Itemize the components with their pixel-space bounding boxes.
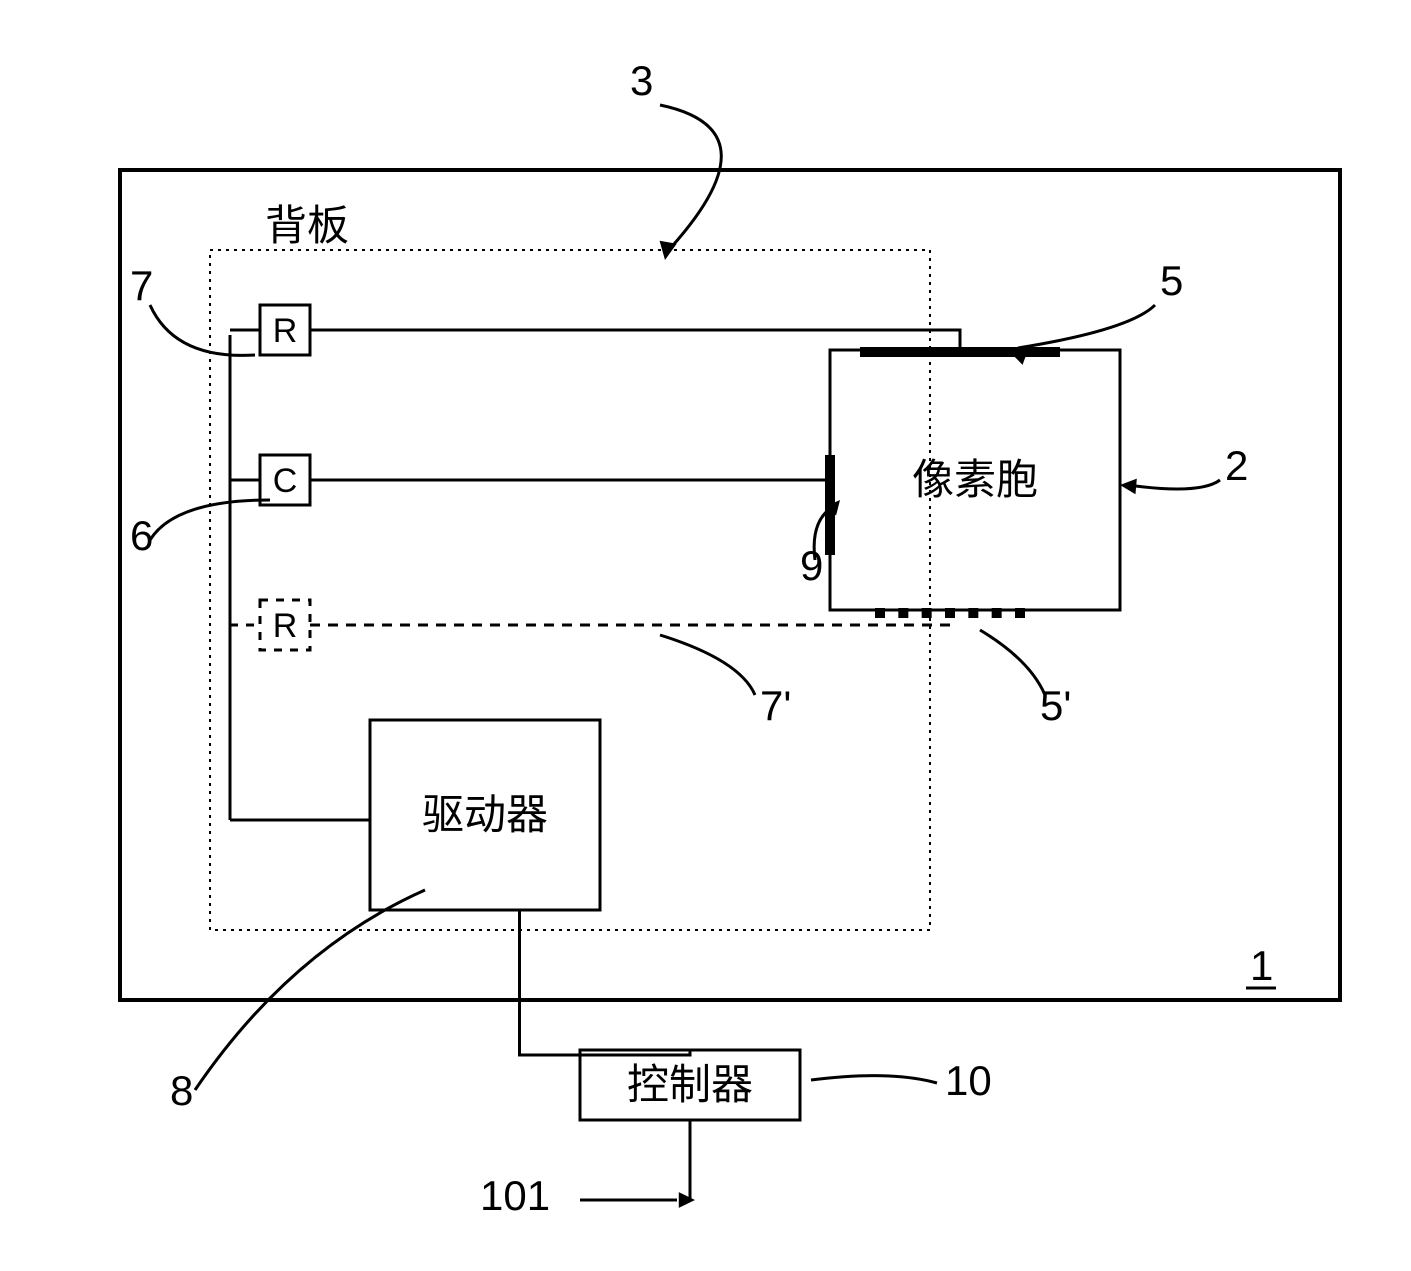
callout-5: 5 <box>1160 257 1183 304</box>
callout-2: 2 <box>1225 442 1248 489</box>
callout-7: 7 <box>130 262 153 309</box>
callout-9: 9 <box>800 542 823 589</box>
callout-5p: 5' <box>1040 682 1071 729</box>
controller-label: 控制器 <box>627 1061 753 1108</box>
callout-10: 10 <box>945 1057 992 1104</box>
c-label: C <box>273 462 298 500</box>
callout-6: 6 <box>130 512 153 559</box>
wire-r-dashed-to-pixel <box>310 610 950 625</box>
electrode-bottom-dot <box>875 608 885 618</box>
electrode-bottom-dot <box>898 608 908 618</box>
outer-panel <box>120 170 1340 1000</box>
electrode-bottom-dot <box>922 608 932 618</box>
electrode-bottom-dot <box>1015 608 1025 618</box>
r-top-label: R <box>273 312 298 350</box>
r-dashed-label: R <box>273 607 298 645</box>
electrode-bottom-dot <box>968 608 978 618</box>
callout-7p: 7' <box>760 682 791 729</box>
callout-101: 101 <box>480 1172 550 1219</box>
backplane-label: 背板 <box>265 202 349 249</box>
callout-8: 8 <box>170 1067 193 1114</box>
callout-3: 3 <box>630 57 653 104</box>
electrode-bottom-dot <box>992 608 1002 618</box>
pixel-cell-label: 像素胞 <box>912 456 1038 503</box>
callout-1: 1 <box>1250 942 1273 989</box>
driver-label: 驱动器 <box>422 791 548 838</box>
backplane-box <box>210 250 930 930</box>
